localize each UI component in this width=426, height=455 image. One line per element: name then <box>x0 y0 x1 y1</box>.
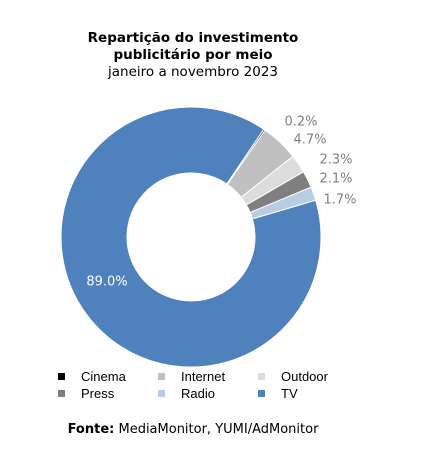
data-label-press: 2.1% <box>319 172 352 187</box>
legend-item-internet: Internet <box>158 369 225 384</box>
chart-title-line-1: Repartição do investimento <box>87 30 299 46</box>
legend-item-tv: TV <box>258 386 298 401</box>
legend-item-press: Press <box>58 386 114 401</box>
data-label-outdoor: 2.3% <box>319 153 352 168</box>
source-note: Fonte: MediaMonitor, YUMI/AdMonitor <box>0 422 386 437</box>
data-label-radio: 1.7% <box>323 193 356 208</box>
legend-swatch <box>158 373 165 380</box>
legend-label: Press <box>81 386 115 401</box>
chart-title-block: Repartição do investimento publicitário … <box>0 30 386 81</box>
legend-label: TV <box>281 386 298 401</box>
legend-item-outdoor: Outdoor <box>258 369 328 384</box>
legend-swatch <box>158 390 165 397</box>
legend-label: Radio <box>181 386 215 401</box>
legend-label: Internet <box>181 369 226 384</box>
source-text: MediaMonitor, YUMI/AdMonitor <box>114 422 319 437</box>
legend-label: Outdoor <box>281 369 328 384</box>
legend-swatch <box>58 390 65 397</box>
legend-swatch <box>58 373 65 380</box>
chart-title-line-2: publicitário por meio <box>113 47 273 63</box>
data-label-tv: 89.0% <box>86 275 127 290</box>
chart-subtitle: janeiro a novembro 2023 <box>108 64 278 80</box>
slice-tv <box>60 106 322 368</box>
legend-swatch <box>258 373 265 380</box>
source-label: Fonte: <box>67 422 115 437</box>
legend-item-radio: Radio <box>158 386 215 401</box>
legend-item-cinema: Cinema <box>58 369 126 384</box>
chart-title: Repartição do investimento publicitário … <box>0 30 386 64</box>
data-label-internet: 4.7% <box>293 133 326 148</box>
legend-swatch <box>258 390 265 397</box>
data-label-cinema: 0.2% <box>284 115 317 130</box>
legend-label: Cinema <box>81 369 126 384</box>
